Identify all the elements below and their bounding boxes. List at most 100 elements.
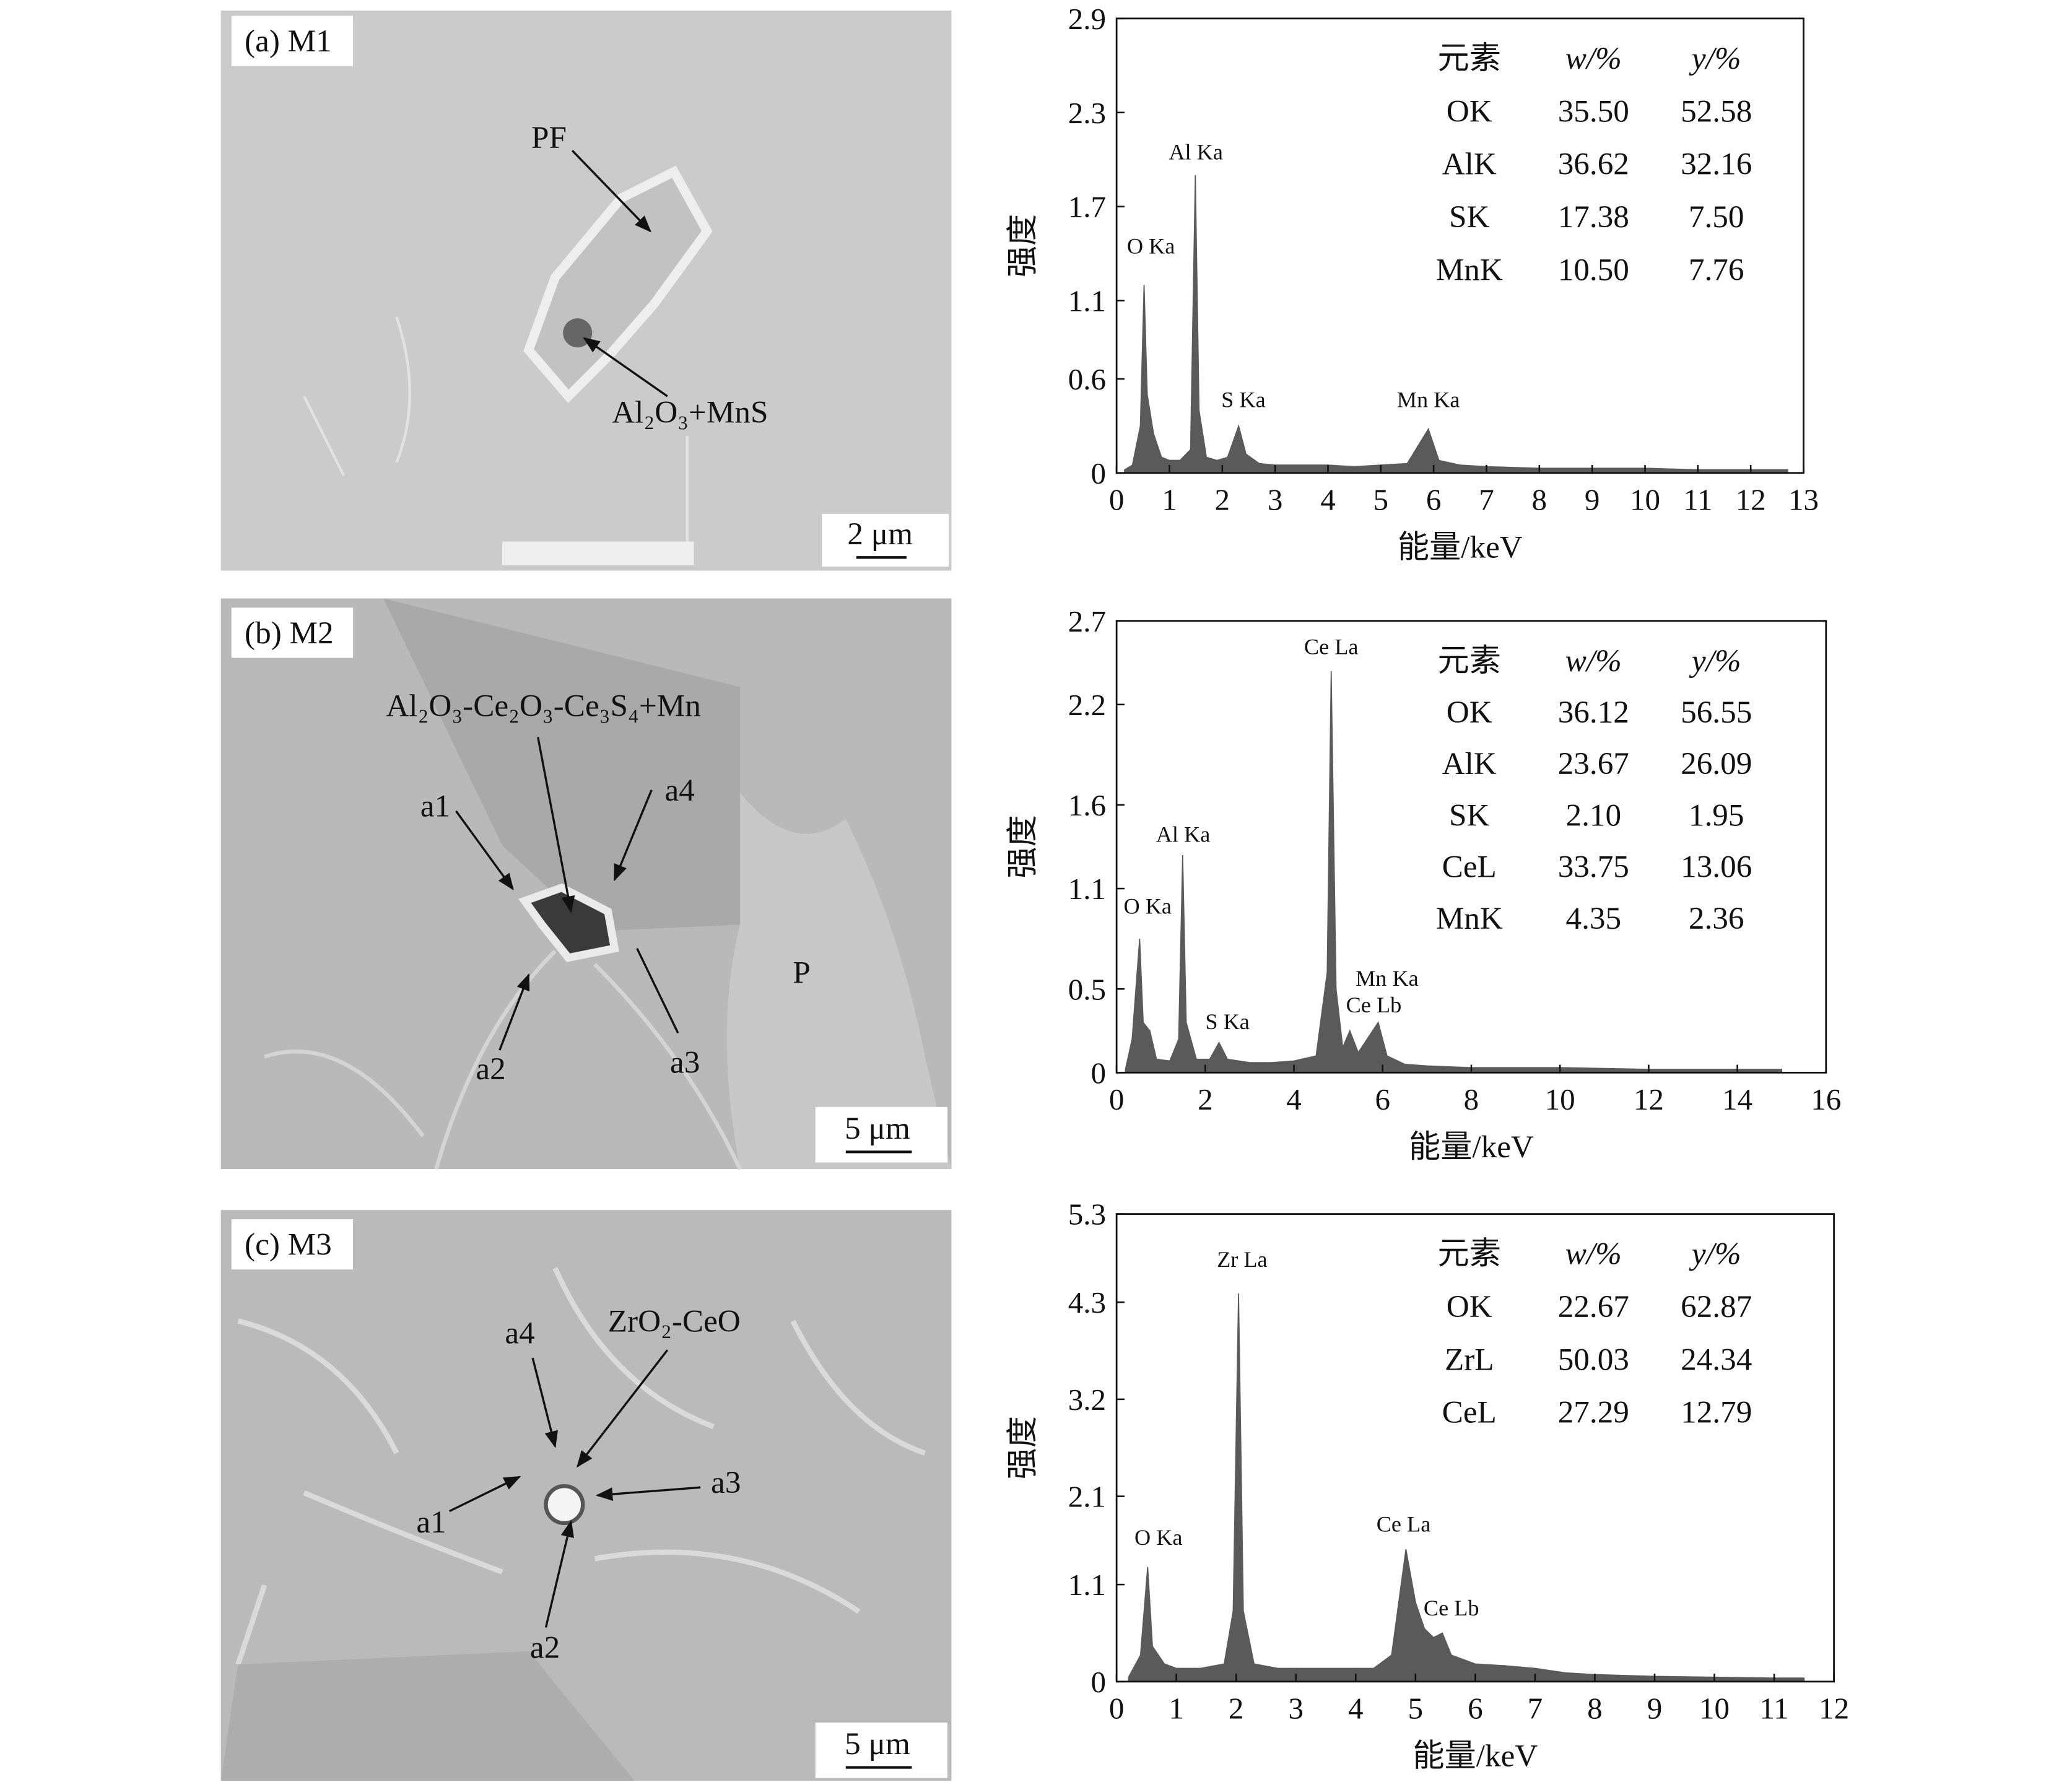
- annotation: a1: [416, 1505, 446, 1540]
- spectrum: [1125, 671, 1783, 1074]
- table-cell: 33.75: [1558, 850, 1629, 885]
- arrow: [583, 337, 668, 398]
- sem-panel: (c) M3 ZrO₂-CeO a4 a1 a3 a2 5 μm: [220, 1210, 952, 1781]
- table-cell: ZrL: [1445, 1342, 1494, 1377]
- table-cell: 7.76: [1689, 252, 1744, 287]
- table-header: 元素: [1438, 643, 1501, 679]
- table-cell: OK: [1447, 93, 1492, 129]
- annotation: a1: [420, 788, 450, 824]
- y-tick-label: 2.9: [1068, 2, 1106, 36]
- y-tick-label: 5.3: [1068, 1197, 1106, 1232]
- annotation: P: [793, 955, 810, 990]
- x-tick-label: 7: [1528, 1692, 1543, 1726]
- table-cell: 36.12: [1558, 695, 1629, 730]
- x-tick-label: 8: [1587, 1692, 1603, 1726]
- panel-label: (a) M1: [245, 24, 332, 59]
- table-cell: SK: [1449, 798, 1489, 833]
- arrow: [544, 1520, 574, 1628]
- arrow: [498, 973, 530, 1051]
- table-cell: OK: [1447, 1289, 1492, 1324]
- x-tick-label: 9: [1647, 1692, 1663, 1726]
- peak-label: O Ka: [1134, 1525, 1183, 1550]
- x-tick-label: 9: [1585, 483, 1600, 517]
- pearlite: [726, 793, 952, 1170]
- y-tick-label: 0: [1091, 456, 1107, 490]
- table-cell: 27.29: [1558, 1395, 1629, 1430]
- table-header: y/%: [1689, 1237, 1741, 1272]
- annotation: a3: [711, 1465, 741, 1500]
- inclusion: [544, 1484, 585, 1526]
- table-cell: 36.62: [1558, 147, 1629, 182]
- y-tick-label: 0: [1091, 1056, 1107, 1090]
- table-cell: 56.55: [1681, 695, 1752, 730]
- x-tick-label: 1: [1169, 1692, 1184, 1726]
- peak-label: Mn Ka: [1356, 966, 1419, 991]
- x-tick-label: 1: [1162, 483, 1177, 517]
- x-axis-label: 能量/keV: [1413, 1738, 1538, 1773]
- x-tick-label: 6: [1375, 1082, 1390, 1116]
- table-header: w/%: [1565, 643, 1622, 679]
- y-tick-label: 1.1: [1068, 1568, 1106, 1602]
- table-cell: 2.36: [1689, 901, 1744, 936]
- x-tick-label: 0: [1109, 1082, 1125, 1116]
- x-tick-label: 10: [1699, 1692, 1730, 1726]
- table-cell: 23.67: [1558, 746, 1629, 781]
- x-tick-label: 11: [1683, 483, 1712, 517]
- table-cell: CeL: [1442, 850, 1497, 885]
- arrow: [595, 1486, 701, 1502]
- table-cell: AlK: [1442, 147, 1497, 182]
- table-header: 元素: [1438, 1237, 1501, 1272]
- x-tick-label: 16: [1811, 1082, 1841, 1116]
- x-tick-label: 13: [1788, 483, 1819, 517]
- table-cell: OK: [1447, 695, 1492, 730]
- table-cell: AlK: [1442, 746, 1497, 781]
- peak-label: S Ka: [1205, 1009, 1250, 1034]
- grain: [220, 1651, 635, 1781]
- y-tick-label: 1.1: [1068, 284, 1106, 318]
- panel-label: (b) M2: [245, 615, 334, 651]
- arrow: [455, 810, 514, 891]
- table-cell: 50.03: [1558, 1342, 1629, 1377]
- annotation: ZrO₂-CeO: [608, 1303, 741, 1339]
- annotation: a3: [670, 1045, 700, 1080]
- table-cell: 7.50: [1689, 199, 1744, 235]
- y-tick-label: 0.5: [1068, 972, 1106, 1006]
- table-cell: SK: [1449, 199, 1489, 235]
- x-tick-label: 10: [1630, 483, 1660, 517]
- arrow: [531, 1357, 558, 1448]
- inclusion-core: [563, 318, 593, 348]
- x-tick-label: 3: [1268, 483, 1283, 517]
- arrow: [577, 1349, 669, 1468]
- y-tick-label: 0: [1091, 1665, 1107, 1699]
- x-tick-label: 5: [1373, 483, 1389, 517]
- arrow: [571, 150, 651, 233]
- table-cell: 35.50: [1558, 93, 1629, 129]
- texture: [264, 949, 742, 1170]
- plot-frame: [1115, 17, 1804, 474]
- table-cell: CeL: [1442, 1395, 1497, 1430]
- x-tick-label: 8: [1532, 483, 1547, 517]
- annotation: PF: [531, 120, 567, 155]
- y-tick-label: 3.2: [1068, 1383, 1106, 1417]
- annotation: Al₂O₃-Ce₂O₃-Ce₃S₄+Mn: [386, 688, 700, 723]
- x-tick-label: 2: [1198, 1082, 1213, 1116]
- x-tick-label: 4: [1320, 483, 1336, 517]
- table-header: 元素: [1438, 41, 1501, 76]
- scale-bar-label: 5 μm: [845, 1726, 910, 1762]
- table-cell: 24.34: [1681, 1342, 1752, 1377]
- peak-label: Al Ka: [1156, 822, 1211, 846]
- label-box: [231, 15, 354, 66]
- table-cell: 26.09: [1681, 746, 1752, 781]
- table-header: w/%: [1565, 41, 1622, 76]
- x-tick-label: 6: [1468, 1692, 1483, 1726]
- y-tick-label: 1.1: [1068, 872, 1106, 906]
- peak-label: S Ka: [1221, 387, 1266, 412]
- x-tick-label: 4: [1348, 1692, 1364, 1726]
- table-cell: 52.58: [1681, 93, 1752, 129]
- annotation: Al₂O₃+MnS: [612, 395, 768, 430]
- texture: [303, 316, 689, 555]
- peak-label: Mn Ka: [1397, 387, 1460, 412]
- label-box: [231, 607, 354, 658]
- x-tick-label: 0: [1109, 1692, 1125, 1726]
